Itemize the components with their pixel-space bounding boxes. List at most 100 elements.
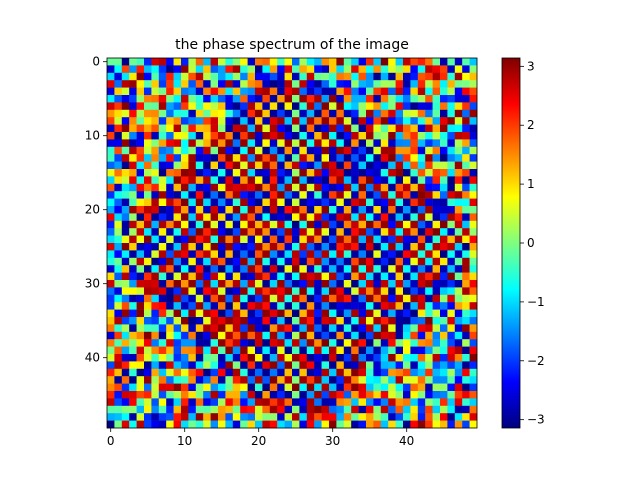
heatmap-cell [306, 80, 315, 88]
heatmap-cell [469, 265, 478, 273]
heatmap-cell [121, 324, 130, 333]
heatmap-cell [151, 169, 160, 177]
heatmap-cell [262, 65, 271, 74]
heatmap-cell [255, 354, 263, 362]
heatmap-cell [136, 228, 145, 236]
heatmap-cell [166, 368, 174, 377]
heatmap-cell [343, 228, 352, 236]
heatmap-cell [314, 398, 322, 407]
heatmap-cell [181, 80, 189, 88]
heatmap-cell [188, 272, 197, 281]
heatmap-cell [255, 405, 263, 414]
heatmap-cell [151, 250, 160, 259]
heatmap-cell [299, 139, 308, 148]
heatmap-cell [195, 391, 204, 399]
heatmap-cell [403, 198, 411, 207]
heatmap-cell [114, 317, 123, 325]
heatmap-cell [144, 154, 152, 162]
heatmap-cell [166, 72, 174, 81]
heatmap-cell [277, 250, 285, 259]
heatmap-cell [277, 243, 285, 251]
heatmap-cell [144, 243, 152, 251]
heatmap-cell [225, 102, 234, 111]
heatmap-cell [129, 80, 137, 88]
heatmap-cell [158, 95, 167, 103]
heatmap-cell [121, 206, 130, 214]
heatmap-cell [440, 72, 448, 81]
colorbar-tick-label: −1 [527, 295, 545, 309]
heatmap-cell [247, 317, 256, 325]
heatmap-cell [425, 368, 433, 377]
heatmap-cell [395, 220, 404, 229]
heatmap-cell [395, 339, 404, 347]
heatmap-cell [121, 65, 130, 74]
heatmap-cell [144, 183, 152, 192]
heatmap-cell [306, 183, 315, 192]
heatmap-cell [395, 413, 404, 421]
heatmap-cell [425, 272, 433, 281]
heatmap-cell [425, 176, 433, 185]
heatmap-cell [255, 191, 263, 199]
heatmap-cell [247, 383, 256, 392]
heatmap-cell [388, 228, 396, 236]
heatmap-cell [358, 354, 367, 362]
heatmap-cell [447, 391, 456, 399]
heatmap-cell [314, 302, 322, 310]
heatmap-cell [343, 383, 352, 392]
heatmap-cell [247, 117, 256, 125]
heatmap-cell [336, 139, 345, 148]
heatmap-cell [314, 109, 322, 118]
heatmap-cell [247, 124, 256, 133]
heatmap-cell [373, 220, 382, 229]
heatmap-cell [240, 331, 248, 340]
heatmap-cell [269, 317, 278, 325]
heatmap-cell [262, 287, 271, 296]
heatmap-cell [454, 302, 463, 310]
heatmap-cell [181, 109, 189, 118]
heatmap-cell [173, 243, 182, 251]
heatmap-cell [195, 346, 204, 355]
heatmap-cell [373, 309, 382, 318]
heatmap-cell [432, 398, 441, 407]
heatmap-cell [462, 72, 470, 81]
heatmap-cell [462, 198, 470, 207]
heatmap-cell [454, 235, 463, 244]
heatmap-cell [151, 405, 160, 414]
heatmap-cell [454, 265, 463, 273]
heatmap-cell [388, 398, 396, 407]
heatmap-cell [440, 368, 448, 377]
heatmap-cell [417, 109, 426, 118]
heatmap-cell [195, 339, 204, 347]
heatmap-cell [366, 146, 374, 155]
heatmap-cell [173, 206, 182, 214]
heatmap-cell [188, 102, 197, 111]
heatmap-cell [240, 250, 248, 259]
heatmap-cell [388, 361, 396, 370]
heatmap-cell [403, 405, 411, 414]
heatmap-cell [336, 405, 345, 414]
heatmap-cell [277, 87, 285, 96]
heatmap-cell [403, 169, 411, 177]
heatmap-cell [166, 250, 174, 259]
heatmap-cell [306, 206, 315, 214]
heatmap-cell [225, 206, 234, 214]
heatmap-cell [225, 161, 234, 170]
heatmap-cell [181, 272, 189, 281]
heatmap-cell [380, 154, 389, 162]
heatmap-cell [166, 58, 174, 66]
heatmap-cell [395, 257, 404, 266]
heatmap-cell [210, 280, 219, 288]
heatmap-cell [321, 339, 330, 347]
heatmap-cell [292, 302, 300, 310]
heatmap-cell [151, 72, 160, 81]
heatmap-cell [107, 309, 115, 318]
heatmap-cell [440, 331, 448, 340]
heatmap-cell [255, 294, 263, 303]
heatmap-cell [321, 272, 330, 281]
heatmap-cell [343, 368, 352, 377]
heatmap-cell [299, 154, 308, 162]
heatmap-cell [440, 154, 448, 162]
heatmap-cell [343, 80, 352, 88]
heatmap-cell [136, 124, 145, 133]
heatmap-cell [284, 109, 293, 118]
